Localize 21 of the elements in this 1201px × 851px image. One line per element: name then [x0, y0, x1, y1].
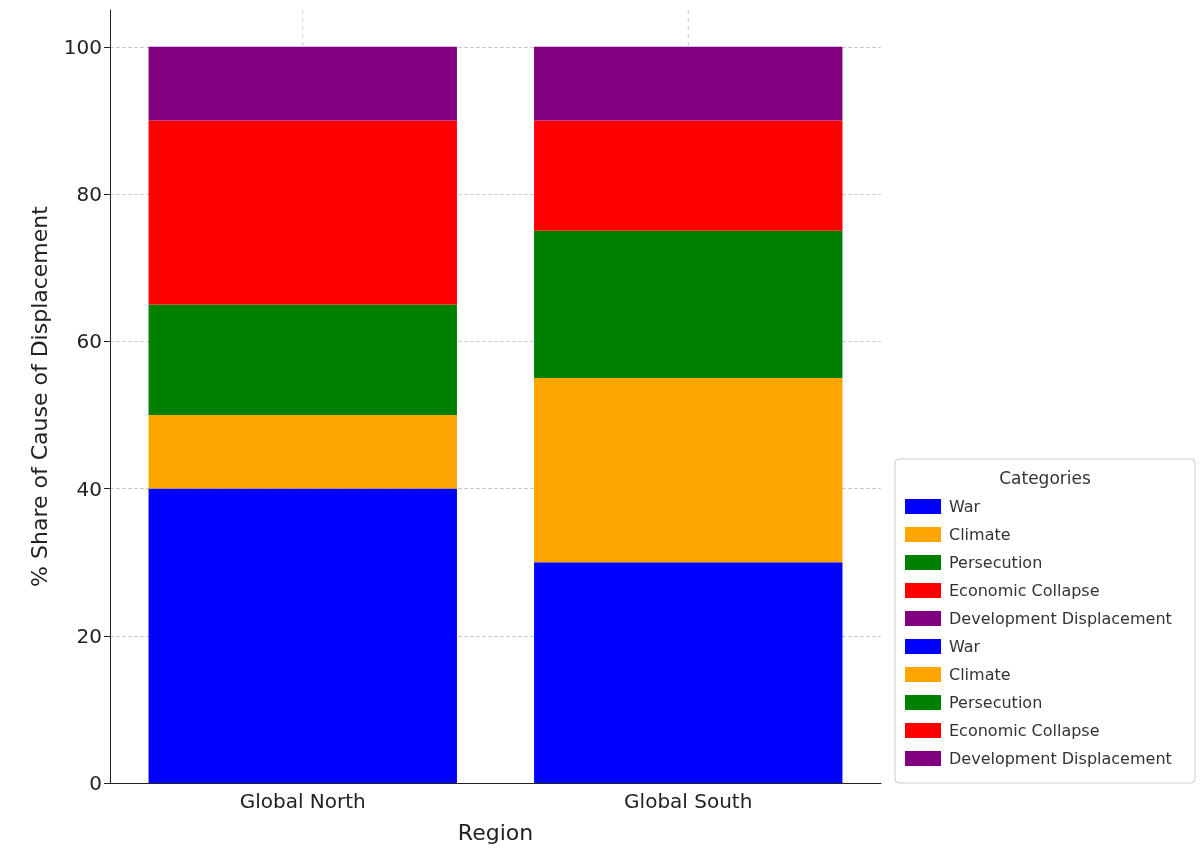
y-tick-label: 20 — [76, 623, 102, 648]
legend-label: War — [949, 636, 981, 656]
legend-label: War — [949, 496, 981, 516]
legend-label: Economic Collapse — [949, 580, 1100, 600]
y-tick-label: 80 — [76, 182, 102, 207]
legend-label: Development Displacement — [949, 608, 1172, 628]
legend-label: Persecution — [949, 692, 1043, 712]
x-tick-label: Global North — [239, 789, 366, 813]
y-tick-label: 40 — [76, 476, 102, 501]
legend-label: Development Displacement — [949, 748, 1172, 768]
legend-label: Climate — [949, 664, 1011, 684]
y-tick-label: 100 — [63, 34, 102, 59]
legend-label: Climate — [949, 524, 1011, 544]
legend-label: Economic Collapse — [949, 720, 1100, 740]
legend-label: Persecution — [949, 552, 1043, 572]
y-axis-title: % Share of Cause of Displacement — [26, 205, 52, 587]
y-tick-label: 0 — [89, 771, 102, 795]
x-tick-label: Global South — [624, 789, 753, 813]
x-axis-title: Region — [457, 819, 534, 845]
legend-title: Categories — [999, 467, 1091, 488]
y-tick-label: 60 — [76, 329, 102, 354]
